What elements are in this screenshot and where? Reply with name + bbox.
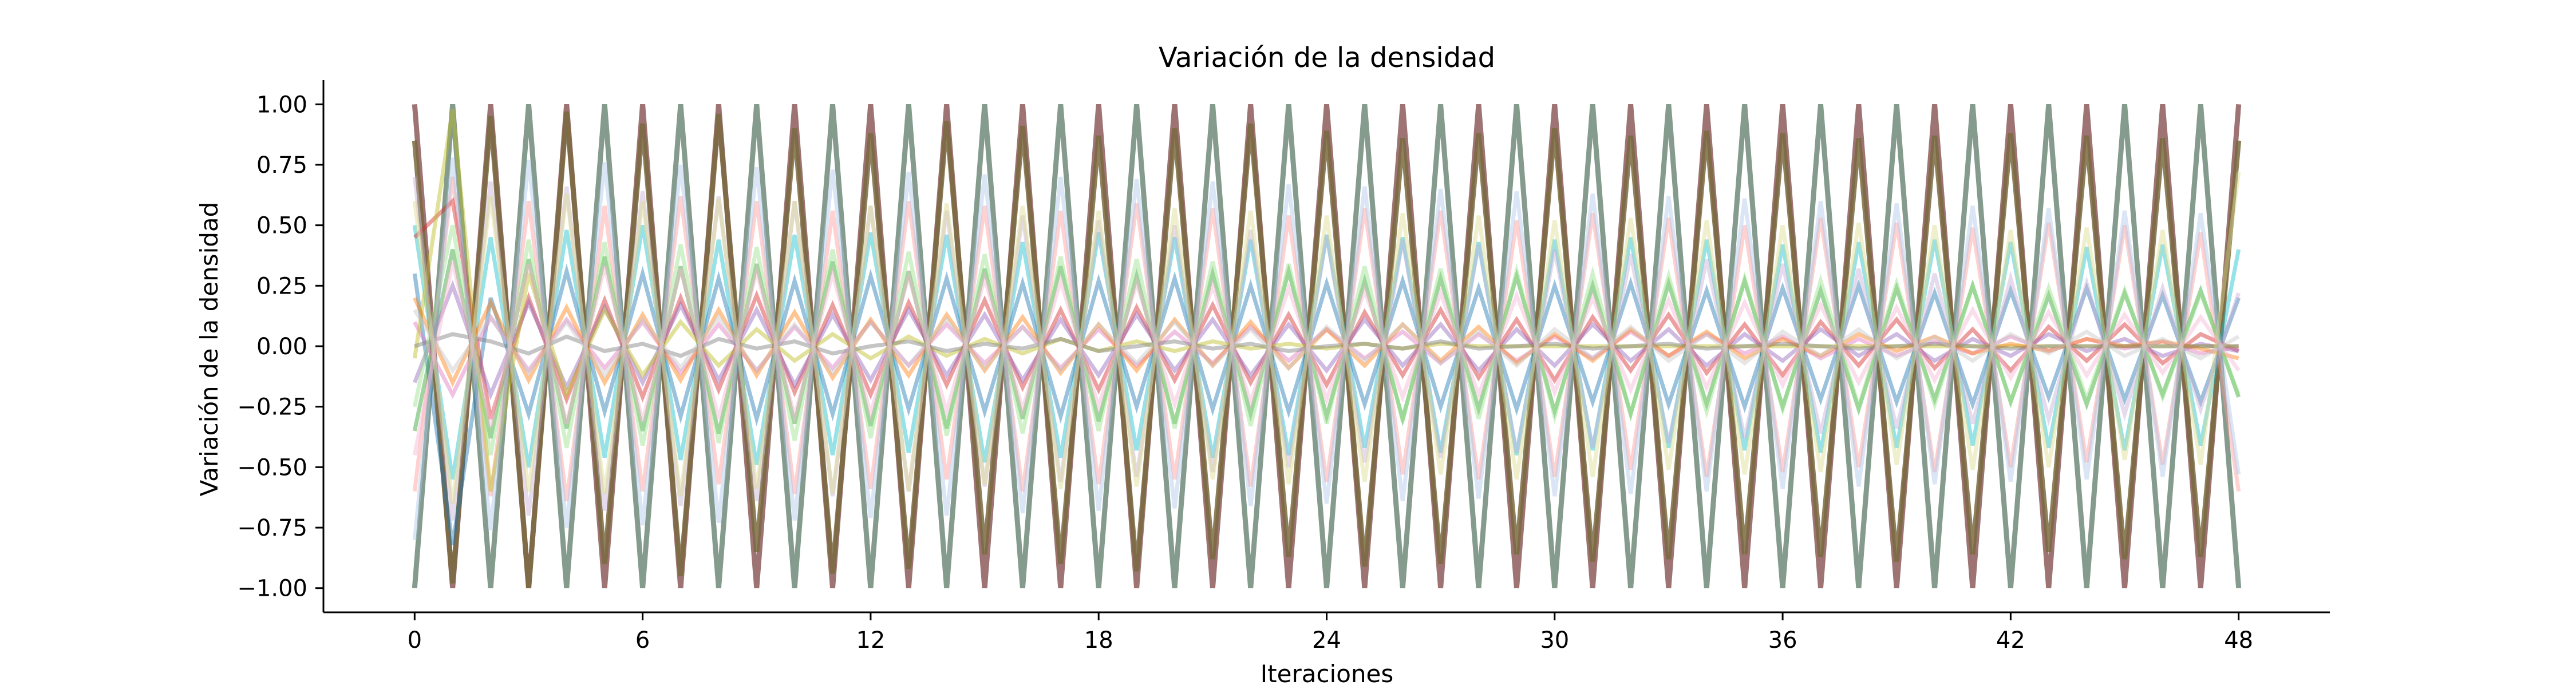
- series-line-9: [413, 280, 2239, 401]
- y-ticks: 1.00 0.75 0.50 0.25 0.00 −0.25 −0.50 −0.75 −1.00: [237, 92, 323, 602]
- x-ticks: 0 6 12 18 24 30 36 42 48: [408, 612, 2253, 654]
- x-tick-label: 18: [1084, 627, 1113, 654]
- y-tick-label: 0.50: [256, 213, 307, 239]
- x-tick-label: 30: [1540, 627, 1569, 654]
- x-tick-label: 48: [2224, 627, 2253, 654]
- series-line-4: [412, 225, 2241, 480]
- y-tick-label: 0.00: [256, 334, 307, 360]
- series-line-3: [412, 111, 2242, 589]
- x-tick-label: 0: [408, 627, 422, 654]
- series-line-17: [412, 172, 2241, 504]
- series-line-15: [412, 176, 2241, 521]
- series-line-12: [413, 297, 2239, 387]
- series-line-13: [414, 332, 2239, 358]
- series-line-16: [412, 157, 2241, 540]
- series-line-18: [412, 261, 2241, 456]
- series-line-14: [412, 224, 2241, 456]
- series-line-6: [412, 263, 2241, 545]
- series-line-8: [413, 197, 2240, 419]
- y-tick-label: −1.00: [237, 576, 307, 602]
- chart-title: Variación de la densidad: [1159, 42, 1495, 74]
- x-tick-label: 24: [1312, 627, 1341, 654]
- y-tick-label: 0.75: [256, 152, 307, 179]
- series-line-5: [412, 176, 2241, 501]
- x-tick-label: 6: [635, 627, 650, 654]
- series-line-11: [412, 109, 2239, 492]
- series-line-10: [413, 313, 2239, 399]
- series-layer: [412, 104, 2242, 589]
- x-tick-label: 36: [1768, 627, 1797, 654]
- y-tick-label: 1.00: [256, 92, 307, 118]
- x-axis-label: Iteraciones: [1261, 660, 1394, 687]
- series-line-1: [412, 104, 2242, 589]
- series-line-19: [413, 308, 2240, 379]
- x-tick-label: 42: [1996, 627, 2025, 654]
- x-tick-label: 12: [856, 627, 885, 654]
- y-tick-label: 0.25: [256, 273, 307, 299]
- y-tick-label: −0.25: [237, 394, 307, 421]
- series-line-7: [412, 249, 2241, 439]
- y-axis-label: Variación de la densidad: [195, 202, 223, 497]
- series-line-2: [412, 104, 2242, 589]
- y-tick-label: −0.75: [237, 515, 307, 541]
- y-tick-label: −0.50: [237, 454, 307, 481]
